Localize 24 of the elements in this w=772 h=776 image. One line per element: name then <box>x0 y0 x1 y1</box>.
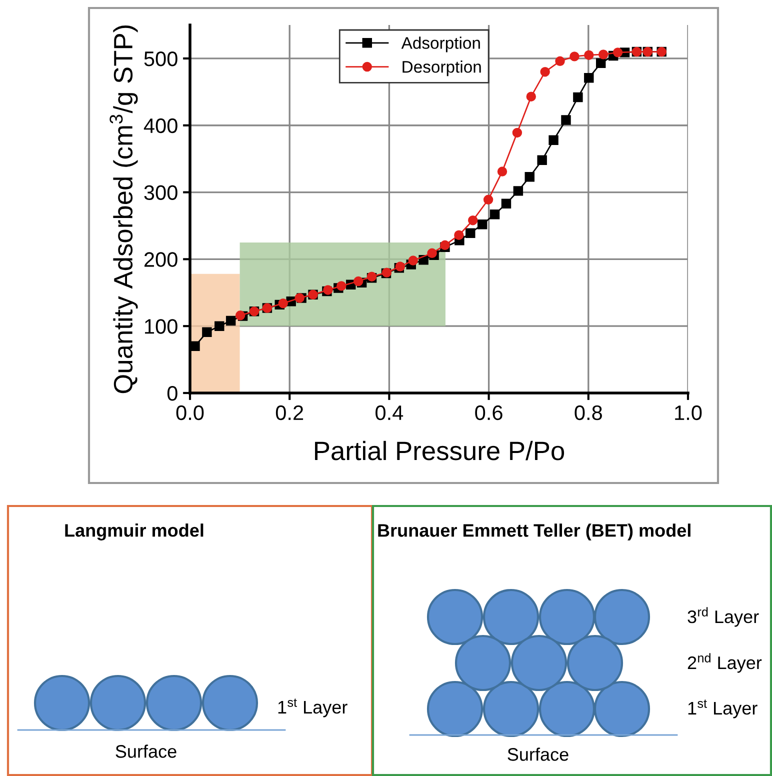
y-tick-label: 200 <box>144 252 178 267</box>
legend-label: Adsorption <box>401 36 480 52</box>
text: 2$^{nd}$ Layer <box>688 653 762 673</box>
text: 1$^{st}$ Layer <box>278 698 348 718</box>
text: Brunauer Emmett Teller (BET) model <box>378 524 690 540</box>
y-tick-label: 100 <box>145 319 178 334</box>
x-tick-label: 0.0 <box>176 405 204 420</box>
text: Surface <box>116 744 176 758</box>
text: Langmuir model <box>65 524 204 540</box>
y-tick-label: 500 <box>144 51 178 66</box>
x-axis-title: Partial Pressure P/Po <box>315 440 564 460</box>
legend-label: Desorption <box>402 60 481 76</box>
x-tick-label: 0.2 <box>276 405 304 420</box>
x-tick-label: 0.4 <box>376 405 404 420</box>
x-tick-label: 1.0 <box>675 405 702 420</box>
text: 3$^{rd}$ Layer <box>688 607 759 627</box>
y-tick-label: 300 <box>144 185 178 200</box>
y-tick-label: 0 <box>167 386 178 401</box>
y-axis-title: Quantity Adsorbed (cm$^{3}$/g STP) <box>110 25 138 394</box>
y-tick-label: 400 <box>144 118 178 134</box>
text: Surface <box>508 748 568 761</box>
text: 1$^{st}$ Layer <box>688 700 758 718</box>
x-tick-label: 0.6 <box>475 405 502 420</box>
x-tick-label: 0.8 <box>574 405 602 420</box>
